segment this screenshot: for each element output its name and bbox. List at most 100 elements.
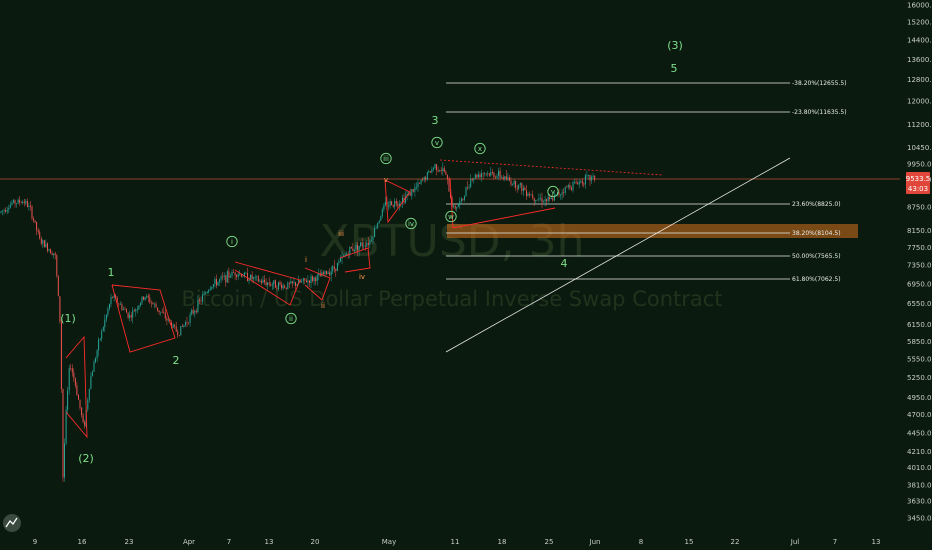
candle	[530, 193, 532, 196]
wave-label: y	[547, 185, 559, 198]
candle	[112, 296, 114, 299]
candle	[340, 255, 341, 263]
candle	[42, 239, 44, 249]
candle	[420, 179, 422, 186]
candle	[245, 271, 247, 274]
candle	[267, 282, 269, 290]
candle	[501, 175, 503, 179]
time-tick-label: May	[382, 538, 396, 546]
candle	[437, 166, 439, 173]
candle	[493, 171, 495, 180]
candle	[575, 178, 577, 184]
candle	[512, 183, 513, 186]
candle	[185, 320, 186, 327]
price-tick-label: 4450.0	[907, 429, 932, 437]
candle	[414, 183, 416, 197]
candle	[529, 191, 531, 198]
candle	[315, 276, 317, 285]
candle	[282, 283, 284, 291]
candle	[22, 199, 24, 205]
candle	[143, 296, 145, 301]
candle	[5, 207, 7, 213]
candle	[109, 303, 110, 311]
candle	[326, 270, 327, 276]
candle	[99, 338, 101, 341]
candle	[490, 167, 492, 177]
candle	[388, 201, 389, 211]
candle	[470, 174, 472, 189]
wave-label-text: w	[448, 213, 454, 221]
candle	[504, 175, 506, 182]
candle	[105, 314, 107, 323]
time-tick-label: Jun	[589, 538, 601, 546]
time-tick-label: 11	[451, 538, 460, 546]
wave-label-text: (3)	[667, 39, 683, 52]
candle	[36, 221, 38, 236]
candle	[363, 241, 365, 250]
candle	[276, 285, 278, 291]
candle	[40, 236, 42, 246]
candle	[200, 296, 202, 305]
candle	[68, 365, 70, 395]
wave-label-text: v	[435, 139, 439, 147]
wave-label-text: 4	[561, 257, 568, 270]
candle	[515, 180, 517, 191]
price-tick-label: 3450.0	[907, 515, 932, 523]
resistance-zone	[447, 224, 858, 238]
candle	[198, 297, 200, 304]
candle	[591, 174, 593, 184]
candle	[93, 359, 95, 372]
candle	[395, 198, 397, 207]
candle	[192, 305, 194, 316]
candle	[479, 172, 481, 180]
candle	[457, 203, 459, 208]
candle	[56, 253, 58, 278]
price-tick-label: 12000.0	[907, 98, 932, 106]
candle	[462, 198, 464, 202]
candle	[8, 204, 10, 214]
pattern-wave-v-triangle	[384, 179, 411, 224]
candle	[473, 177, 475, 184]
candle	[98, 337, 100, 357]
candle	[312, 275, 314, 283]
tradingview-logo-icon[interactable]	[3, 514, 21, 532]
candle	[174, 324, 176, 329]
candle	[19, 196, 21, 206]
candle	[570, 185, 572, 192]
candle	[284, 284, 286, 289]
candle	[59, 296, 61, 324]
candle	[257, 274, 259, 283]
candle	[189, 311, 191, 327]
pattern-wave-iv-wedge	[304, 267, 331, 301]
candle	[510, 177, 512, 187]
wave-label-text: iv	[408, 220, 414, 228]
wave-label-text: iv	[359, 273, 365, 281]
candle	[578, 178, 580, 189]
price-tick-label: 14400.0	[907, 37, 932, 45]
candle	[259, 278, 261, 283]
watermark-symbol: XBTUSD, 3h	[319, 216, 584, 267]
candle	[48, 248, 50, 252]
candle	[428, 169, 430, 174]
candle	[87, 397, 89, 412]
wave-label: v	[384, 176, 388, 184]
time-tick-label: 16	[78, 538, 87, 546]
candle	[25, 199, 27, 206]
candle	[491, 168, 493, 176]
candle	[377, 222, 379, 230]
candle	[47, 242, 48, 253]
time-axis: 9 16 23 Apr 7 13 20 May 11 18 25 Jun 8 15 22 Jul 7 13	[33, 538, 881, 546]
candle	[127, 312, 129, 320]
candle	[586, 170, 588, 179]
candle	[309, 280, 310, 288]
candle	[521, 182, 523, 195]
candle	[273, 280, 275, 290]
candle	[316, 272, 318, 286]
wave-label: ii	[285, 312, 297, 325]
candle	[178, 335, 180, 337]
wave-label-text: i	[231, 238, 233, 246]
candle	[274, 279, 276, 288]
candle	[507, 172, 509, 182]
candle	[577, 180, 579, 185]
price-tick-label: 11200.0	[907, 121, 932, 129]
